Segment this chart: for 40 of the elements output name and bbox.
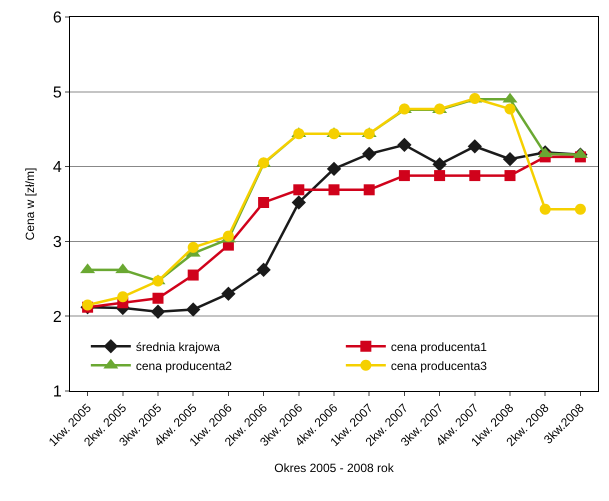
point	[504, 170, 516, 182]
point	[434, 170, 446, 182]
point	[540, 204, 551, 215]
y-axis-title: Cena w [zł/m]	[23, 168, 38, 240]
point	[574, 204, 586, 215]
point	[117, 291, 128, 302]
legend-label: cena producenta1	[390, 340, 488, 354]
legend-label: średnia krajowa	[136, 340, 220, 354]
point	[326, 162, 342, 176]
point	[258, 197, 270, 208]
point	[364, 184, 375, 196]
point	[293, 184, 304, 196]
point	[432, 157, 447, 172]
point	[188, 242, 199, 253]
y-tick-label: 2	[52, 308, 62, 326]
x-axis-title: Okres 2005 - 2008 rok	[274, 460, 395, 475]
point	[397, 138, 412, 152]
legend-label: cena producenta3	[390, 358, 488, 373]
point	[362, 146, 376, 162]
point	[82, 299, 94, 310]
legend-label: cena producenta2	[136, 358, 232, 373]
point	[502, 152, 518, 166]
point	[186, 302, 200, 317]
point	[328, 184, 340, 196]
point	[469, 170, 480, 182]
point	[150, 304, 166, 319]
point	[152, 276, 164, 287]
point	[292, 195, 306, 210]
y-tick-label: 1	[52, 384, 62, 401]
point	[398, 170, 410, 182]
y-tick-label: 5	[52, 84, 62, 102]
y-tick-label: 4	[52, 159, 62, 176]
y-tick-label: 3	[52, 234, 62, 251]
point	[221, 286, 236, 301]
y-tick-label: 6	[52, 10, 62, 27]
point	[256, 262, 271, 277]
point	[188, 270, 199, 281]
point	[504, 104, 516, 114]
point	[152, 292, 164, 304]
point	[468, 139, 482, 154]
